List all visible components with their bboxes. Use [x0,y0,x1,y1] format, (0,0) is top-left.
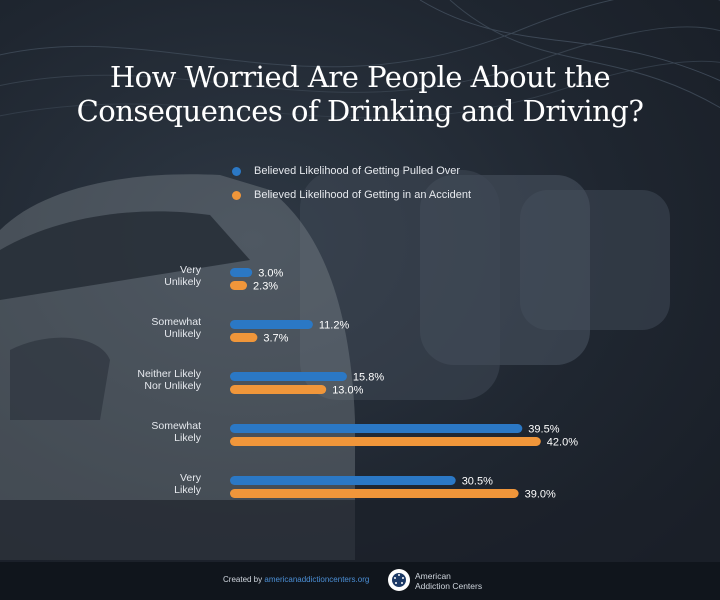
brand-name: American Addiction Centers [415,571,482,591]
footer: Created by americanaddictioncenters.org … [0,562,720,600]
bar-pulled-over [230,268,253,277]
chart-title-line-2: Consequences of Drinking and Driving? [76,94,644,128]
brand-name-line-2: Addiction Centers [415,581,483,591]
chart-title-line-1: How Worried Are People About the [109,60,611,94]
category-label: Somewhat Unlikely [151,316,201,340]
bar-accident [230,281,248,290]
data-label-accident: 2.3% [253,281,278,293]
bar-accident [230,333,258,342]
data-label-pulled-over: 15.8% [353,372,384,384]
bar-accident [230,437,541,446]
legend-label-accident: Believed Likelihood of Getting in an Acc… [254,189,472,201]
legend-marker-accident [232,190,241,200]
legend-item-pulled-over: Believed Likelihood of Getting Pulled Ov… [232,163,460,179]
category-label: Very Unlikely [164,264,202,288]
credit-prefix: Created by [223,575,263,584]
category-label: Neither Likely Nor Unlikely [137,368,201,392]
bar-pulled-over [230,372,347,381]
data-label-accident: 13.0% [332,385,363,397]
data-label-accident: 42.0% [547,437,578,449]
bar-accident [230,385,327,394]
legend-item-accident: Believed Likelihood of Getting in an Acc… [232,187,471,203]
data-label-pulled-over: 39.5% [528,424,559,436]
credit-text: Created by americanaddictioncenters.org [223,575,369,584]
bar-pulled-over [230,320,313,329]
legend-label-pulled-over: Believed Likelihood of Getting Pulled Ov… [254,165,461,177]
brand-logo-icon [388,569,410,591]
category-label: Very Likely [174,472,202,496]
data-label-pulled-over: 11.2% [319,320,350,332]
data-label-accident: 39.0% [525,489,556,501]
brand-name-line-1: American [415,571,451,581]
bar-accident [230,489,519,498]
data-label-pulled-over: 3.0% [258,268,283,280]
bar-chart: Very Unlikely 3.0%2.3% Somewhat Unlikely 11.2… [137,264,578,501]
category-label: Somewhat Likely [151,420,201,444]
credit-site-link[interactable]: americanaddictioncenters.org [264,575,370,584]
legend-marker-pulled-over [232,166,241,176]
bar-pulled-over [230,476,456,485]
data-label-pulled-over: 30.5% [462,476,493,488]
bar-pulled-over [230,424,523,433]
data-label-accident: 3.7% [263,333,288,345]
